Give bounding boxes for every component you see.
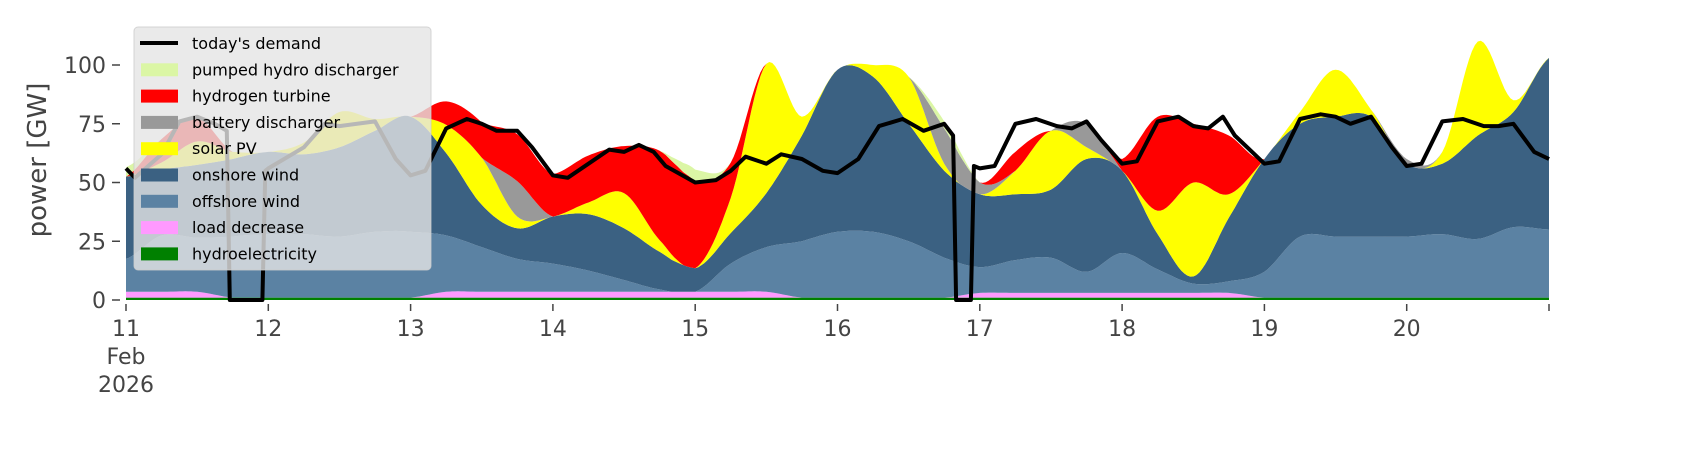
x-tick-label: 16 [824,317,852,342]
legend-swatch-icon [141,247,178,261]
x-tick-label: 19 [1250,317,1278,342]
y-tick-label: 50 [78,172,106,197]
legend-label: battery discharger [192,113,340,132]
x-tick-label: 18 [1108,317,1136,342]
legend: today's demand pumped hydro discharger hyd… [133,26,432,271]
y-tick-label: 0 [92,289,106,314]
x-tick-label: 13 [397,317,425,342]
legend-swatch-icon [141,221,178,235]
legend-swatch-icon [141,194,178,208]
legend-label: pumped hydro discharger [192,60,399,79]
axes: 0 25 50 75 100 11 Feb 2026 12 13 14 15 16 17 18 19 20 [64,54,1550,398]
legend-swatch-icon [141,168,178,182]
legend-swatch-icon [141,115,178,129]
x-tick-label: 11 [112,317,140,342]
x-tick-label: 20 [1393,317,1421,342]
legend-box [133,26,432,271]
y-axis-label: power [GW] [23,83,53,238]
area-hydroelectricity [126,297,1549,300]
legend-swatch-icon [141,63,178,77]
x-tick-label: 17 [966,317,994,342]
x-tick-label: 14 [539,317,567,342]
legend-swatch-icon [141,142,178,156]
y-tick-label: 75 [78,113,106,138]
legend-label: hydrogen turbine [192,87,331,106]
legend-swatch-icon [141,89,178,103]
area-offshore-wind [126,226,1549,298]
x-tick-label: 15 [681,317,709,342]
area-solar-pv [126,40,1549,277]
area-load-decrease [126,291,1549,298]
legend-label: today's demand [192,34,321,53]
y-tick-label: 25 [78,230,106,255]
x-tick-label: 12 [254,317,282,342]
legend-label: hydroelectricity [192,244,317,263]
legend-label: solar PV [192,139,257,158]
legend-label: onshore wind [192,166,299,185]
y-tick-label: 100 [64,54,106,79]
x-tick-label: 2026 [98,373,154,398]
legend-label: load decrease [192,218,304,237]
legend-label: offshore wind [192,192,300,211]
x-tick-label: Feb [107,345,146,370]
